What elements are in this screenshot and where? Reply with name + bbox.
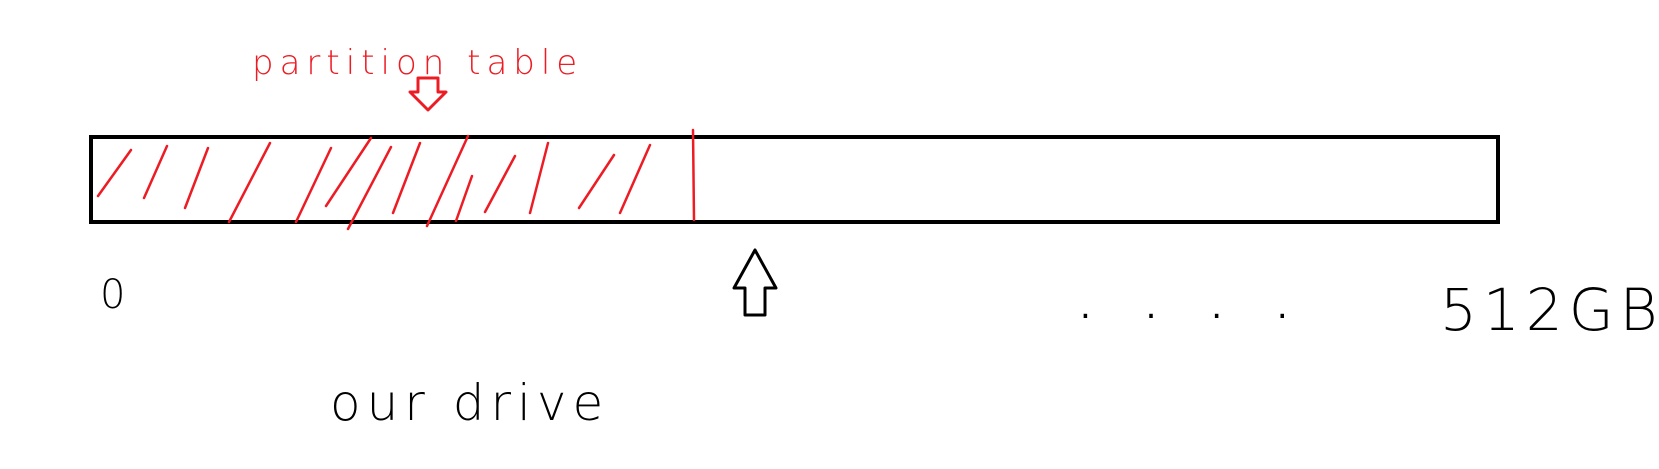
- partition-end-arrow-icon: [732, 248, 778, 317]
- drive-bar: [89, 135, 1500, 224]
- partition-table-hatching: [96, 128, 696, 231]
- partition-table-arrow-icon: [408, 76, 448, 112]
- end-capacity-label: 512GB: [1440, 276, 1659, 344]
- partition-table-label: partition table: [252, 43, 583, 83]
- ellipsis-label: . . . .: [1080, 287, 1310, 327]
- drive-caption: our drive: [330, 374, 609, 432]
- start-offset-label: 0: [100, 272, 131, 318]
